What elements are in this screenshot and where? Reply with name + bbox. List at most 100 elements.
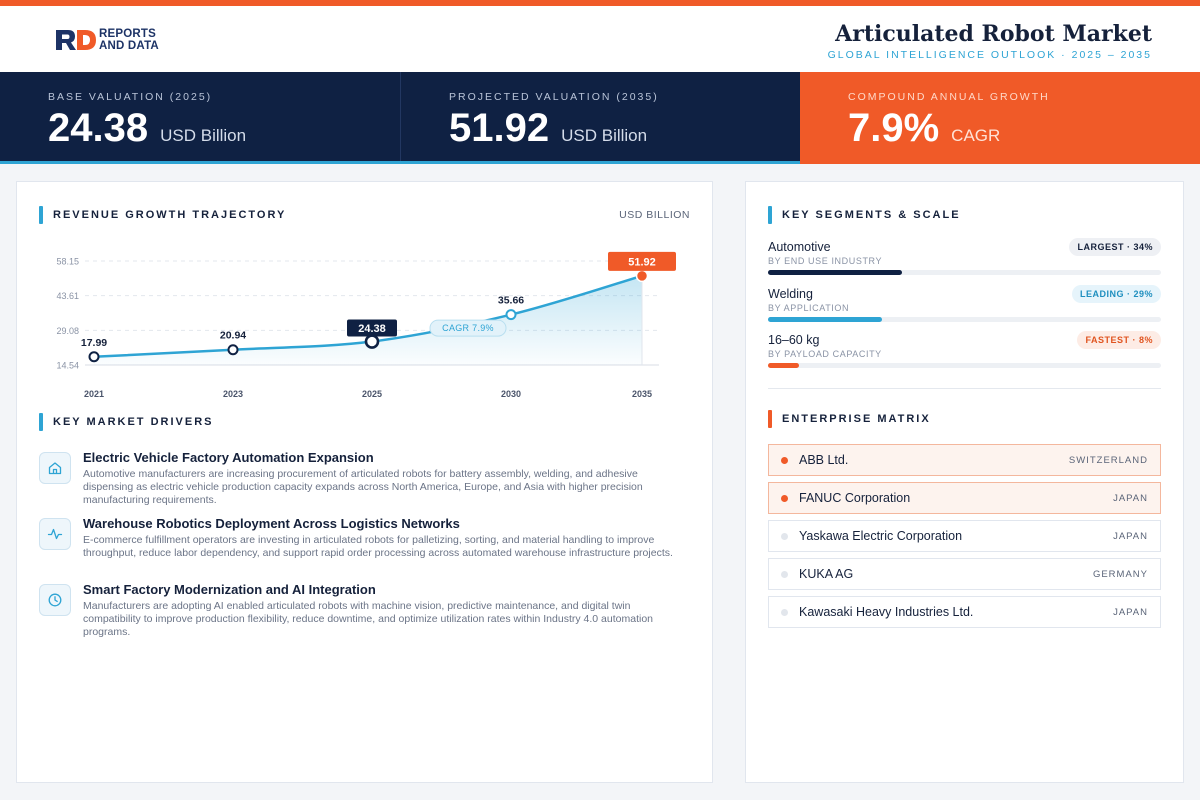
segments-title-text: KEY SEGMENTS & SCALE: [782, 209, 961, 221]
segment-badge: LARGEST · 34%: [1069, 238, 1161, 256]
data-point: [364, 334, 380, 349]
drivers-section-title: KEY MARKET DRIVERS: [39, 413, 213, 431]
stat-cagr: COMPOUND ANNUAL GROWTH 7.9% CAGR: [800, 72, 1200, 164]
stat-label: PROJECTED VALUATION (2035): [449, 91, 659, 103]
stats-band: BASE VALUATION (2025) 24.38 USD Billion …: [0, 72, 1200, 164]
status-dot: [781, 571, 788, 578]
segment-item: 16–60 kg BY PAYLOAD CAPACITY FASTEST · 8…: [768, 331, 1161, 379]
driver-description: Automotive manufacturers are increasing …: [83, 468, 643, 506]
value-label: 35.66: [498, 295, 524, 307]
revenue-section-title: REVENUE GROWTH TRAJECTORY: [39, 206, 286, 224]
value-label: 20.94: [220, 330, 246, 342]
page-subtitle: GLOBAL INTELLIGENCE OUTLOOK · 2025 – 203…: [827, 49, 1152, 61]
status-dot: [781, 457, 788, 464]
pulse-icon: [39, 518, 71, 550]
segment-item: Automotive BY END USE INDUSTRY LARGEST ·…: [768, 238, 1161, 286]
segment-bar-fill: [768, 317, 882, 322]
stat-value: 24.38: [48, 106, 149, 150]
matrix-title-text: ENTERPRISE MATRIX: [782, 413, 931, 425]
y-tick-label: 58.15: [56, 257, 79, 267]
data-point: [227, 344, 239, 356]
segment-category: BY PAYLOAD CAPACITY: [768, 349, 882, 359]
segment-bar-fill: [768, 270, 902, 275]
stat-value: 7.9%: [848, 106, 940, 150]
matrix-section-title: ENTERPRISE MATRIX: [768, 410, 931, 428]
company-name: Yaskawa Electric Corporation: [799, 529, 963, 543]
data-point: [88, 351, 100, 363]
matrix-row[interactable]: FANUC Corporation JAPAN: [768, 482, 1161, 514]
value-label: 17.99: [81, 337, 107, 349]
stat-value: 51.92: [449, 106, 550, 150]
segment-bar-track: [768, 317, 1161, 322]
segment-bar-fill: [768, 363, 800, 368]
segment-bar-track: [768, 270, 1161, 275]
value-label: 51.92: [628, 256, 656, 268]
value-label-box: [608, 251, 676, 271]
segment-bar-track: [768, 363, 1161, 368]
revenue-title-text: REVENUE GROWTH TRAJECTORY: [53, 209, 287, 221]
x-tick-label: 2025: [362, 389, 382, 399]
segments-section-title: KEY SEGMENTS & SCALE: [768, 206, 961, 224]
section-marker: [768, 206, 772, 224]
factory-icon: [39, 452, 71, 484]
status-dot: [781, 495, 788, 502]
page-title: Articulated Robot Market: [835, 21, 1152, 47]
y-tick-label: 43.61: [56, 291, 79, 301]
stat-base-valuation: BASE VALUATION (2025) 24.38 USD Billion: [0, 72, 400, 161]
stat-label: COMPOUND ANNUAL GROWTH: [848, 91, 1050, 103]
brand-line-2: AND DATA: [99, 40, 159, 52]
area-fill: [94, 275, 642, 365]
company-country: JAPAN: [1113, 531, 1148, 542]
company-country: JAPAN: [1113, 607, 1148, 618]
segment-name: 16–60 kg: [768, 333, 820, 347]
segment-badge: LEADING · 29%: [1071, 285, 1161, 303]
segment-category: BY APPLICATION: [768, 303, 850, 313]
segment-category: BY END USE INDUSTRY: [768, 256, 883, 266]
matrix-row[interactable]: Yaskawa Electric Corporation JAPAN: [768, 520, 1161, 552]
clock-icon: [39, 584, 71, 616]
logo-mark-icon: [56, 30, 96, 50]
cagr-annotation-pill: [429, 319, 507, 337]
segment-name: Welding: [768, 287, 813, 301]
x-tick-label: 2023: [223, 389, 243, 399]
header: REPORTS AND DATA Articulated Robot Marke…: [0, 6, 1200, 72]
drivers-title-text: KEY MARKET DRIVERS: [53, 416, 214, 428]
driver-title: Warehouse Robotics Deployment Across Log…: [83, 516, 460, 531]
chart-unit-label: USD BILLION: [619, 209, 690, 221]
y-tick-label: 14.54: [56, 361, 79, 371]
company-country: GERMANY: [1092, 569, 1148, 580]
company-name: ABB Ltd.: [799, 453, 849, 467]
x-tick-label: 2035: [632, 389, 652, 399]
driver-title: Smart Factory Modernization and AI Integ…: [83, 582, 376, 597]
section-marker: [768, 410, 772, 428]
stat-label: BASE VALUATION (2025): [48, 91, 213, 103]
matrix-row[interactable]: KUKA AG GERMANY: [768, 558, 1161, 590]
brand-logo[interactable]: REPORTS AND DATA: [55, 28, 159, 52]
company-country: JAPAN: [1113, 493, 1148, 504]
segment-name: Automotive: [768, 240, 831, 254]
company-name: KUKA AG: [799, 567, 854, 581]
segment-item: Welding BY APPLICATION LEADING · 29%: [768, 285, 1161, 333]
left-panel: REVENUE GROWTH TRAJECTORY USD BILLION 58…: [16, 181, 713, 783]
section-marker: [39, 206, 43, 224]
status-dot: [781, 533, 788, 540]
x-tick-label: 2021: [84, 389, 104, 399]
revenue-chart: 58.15 43.61 29.08 14.54 CAGR 7.9% 17.99 2021 20…: [56, 251, 676, 399]
driver-description: E-commerce fulfillment operators are inv…: [83, 534, 673, 559]
data-point: [505, 309, 517, 321]
data-point: [635, 269, 649, 283]
stat-projected-valuation: PROJECTED VALUATION (2035) 51.92 USD Bil…: [400, 72, 800, 161]
company-name: Kawasaki Heavy Industries Ltd.: [799, 605, 974, 619]
driver-title: Electric Vehicle Factory Automation Expa…: [83, 450, 374, 465]
matrix-row[interactable]: ABB Ltd. SWITZERLAND: [768, 444, 1161, 476]
value-label: 24.38: [358, 323, 386, 335]
company-name: FANUC Corporation: [799, 491, 911, 505]
right-panel: KEY SEGMENTS & SCALE Automotive BY END U…: [745, 181, 1184, 783]
status-dot: [781, 609, 788, 616]
x-tick-label: 2030: [501, 389, 521, 399]
driver-description: Manufacturers are adopting AI enabled ar…: [83, 600, 653, 638]
cagr-annotation-label: CAGR 7.9%: [442, 323, 494, 333]
matrix-row[interactable]: Kawasaki Heavy Industries Ltd. JAPAN: [768, 596, 1161, 628]
stat-unit: USD Billion: [160, 126, 247, 145]
stat-unit: CAGR: [951, 126, 1001, 145]
